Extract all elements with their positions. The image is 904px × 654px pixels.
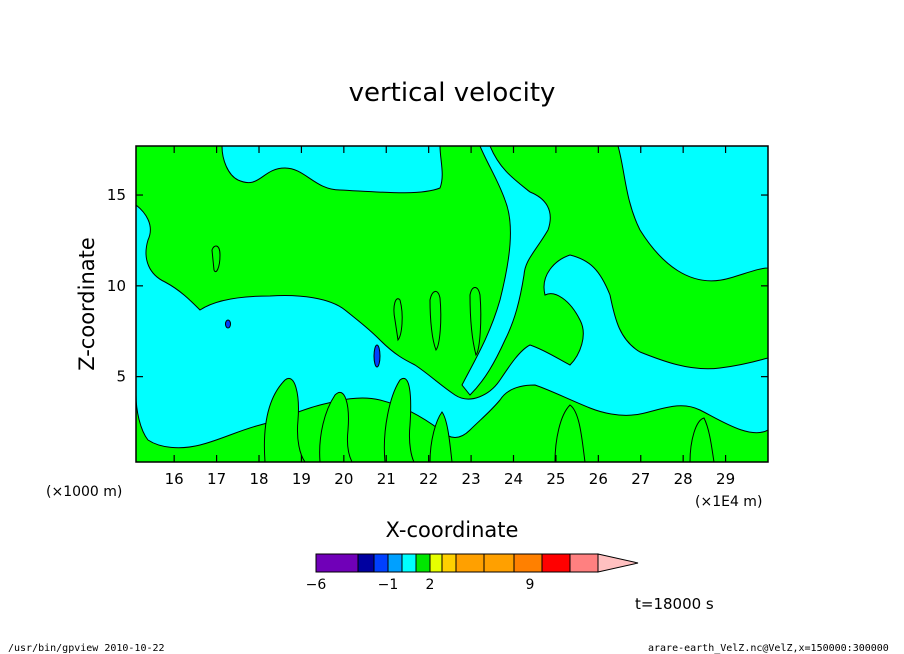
- y-tick-label: 5: [116, 368, 126, 386]
- x-tick-label: 20: [334, 470, 353, 488]
- x-tick-label: 29: [716, 470, 735, 488]
- colorbar-labels: −6 −1 2 9: [306, 577, 535, 593]
- x-tick-label: 19: [292, 470, 311, 488]
- colorbar-segment: [429, 553, 443, 573]
- plot-frame: [135, 145, 769, 463]
- colorbar-segment: [483, 553, 515, 573]
- colorbar: [315, 553, 639, 573]
- colorbar-tick-label: −1: [378, 577, 399, 593]
- colorbar-segment: [569, 553, 599, 573]
- colorbar-segment: [357, 553, 375, 573]
- y-tick-label: 15: [107, 186, 126, 204]
- green-streak-1: [393, 298, 403, 342]
- green-streak-3: [469, 287, 482, 357]
- green-plume-4: [429, 411, 453, 462]
- cyan-region-right: [617, 146, 768, 282]
- x-tick-label: 18: [249, 470, 268, 488]
- green-streak-2: [429, 291, 442, 351]
- x-tick-label: 28: [674, 470, 693, 488]
- time-label: t=18000 s: [635, 595, 714, 613]
- green-plume-1: [263, 377, 306, 462]
- colorbar-segment: [441, 553, 457, 573]
- green-plume-3: [383, 377, 415, 462]
- y-tick-label: 10: [107, 277, 126, 295]
- y-axis-label: Z-coordinate: [75, 237, 99, 371]
- colorbar-segment: [401, 553, 417, 573]
- cyan-region-top: [221, 146, 443, 194]
- x-scale-note: (×1E4 m): [695, 494, 762, 510]
- x-tick-label: 21: [377, 470, 396, 488]
- x-tick-label: 23: [462, 470, 481, 488]
- green-plume-6: [689, 417, 715, 462]
- colorbar-tick-label: 9: [526, 577, 535, 593]
- green-plume-2: [319, 392, 353, 462]
- x-tick-label: 25: [546, 470, 565, 488]
- colorbar-segment: [387, 553, 403, 573]
- footer-right: arare-earth_VelZ.nc@VelZ,x=150000:300000: [648, 643, 889, 654]
- colorbar-segment: [373, 553, 389, 573]
- y-axis-ticks: 5 10 15: [107, 186, 768, 386]
- strong-downdraft-2: [225, 319, 231, 329]
- colorbar-tick-label: −6: [306, 577, 327, 593]
- y-scale-note: (×1000 m): [46, 484, 122, 500]
- strong-downdraft-1: [373, 344, 381, 368]
- colorbar-segment: [415, 553, 431, 573]
- x-tick-label: 24: [504, 470, 523, 488]
- x-tick-label: 27: [631, 470, 650, 488]
- x-tick-label: 22: [419, 470, 438, 488]
- cyan-region-upper-right: [461, 146, 551, 396]
- x-tick-label: 26: [589, 470, 608, 488]
- x-axis-ticks: 16 17 18 19 20 21 22 23 24 25 26 27 28 29: [165, 146, 735, 488]
- footer-left: /usr/bin/gpview 2010-10-22: [8, 643, 165, 654]
- colorbar-segment: [541, 553, 571, 573]
- green-streak-4: [211, 245, 221, 273]
- colorbar-extend-arrow: [597, 553, 639, 573]
- green-plume-5: [554, 404, 586, 462]
- colorbar-segment: [455, 553, 485, 573]
- x-tick-label: 16: [165, 470, 184, 488]
- chart-title: vertical velocity: [349, 78, 556, 108]
- colorbar-segment: [513, 553, 543, 573]
- x-tick-label: 17: [207, 470, 226, 488]
- colorbar-segment: [315, 553, 359, 573]
- plot-area: [136, 146, 768, 462]
- x-axis-label: X-coordinate: [386, 518, 519, 542]
- colorbar-tick-label: 2: [426, 577, 435, 593]
